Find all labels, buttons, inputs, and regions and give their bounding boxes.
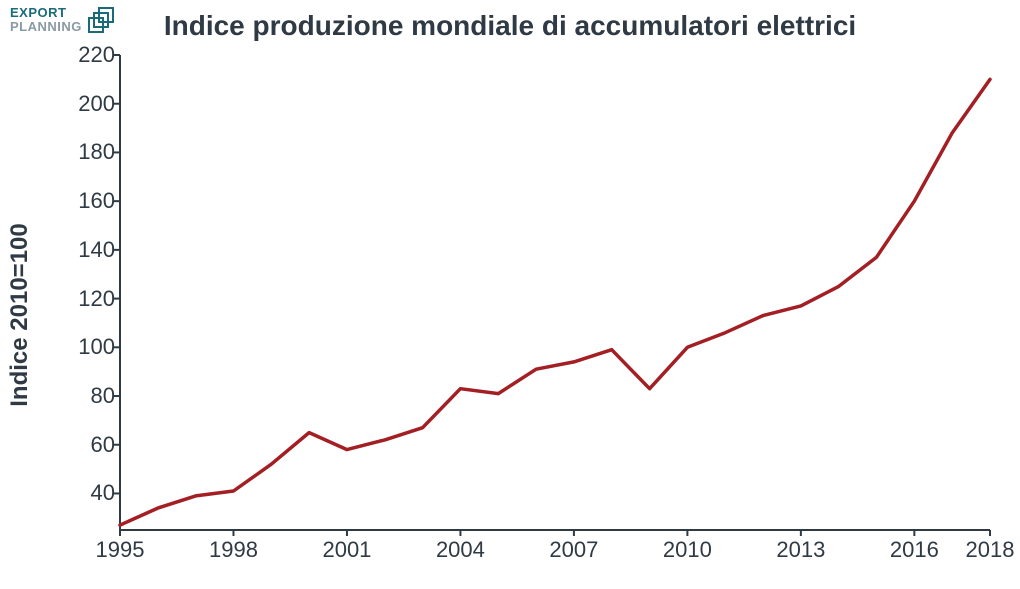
y-tick-label: 80 [70,383,115,409]
y-tick-label: 60 [70,432,115,458]
x-tick-label: 2007 [549,537,598,563]
y-tick-label: 40 [70,480,115,506]
x-tick-label: 2010 [663,537,712,563]
y-tick-label: 160 [70,188,115,214]
plot-area: 4060801001201401601802002201995199820012… [120,55,990,530]
x-tick-label: 1995 [96,537,145,563]
x-tick-label: 2001 [322,537,371,563]
x-tick-label: 2016 [890,537,939,563]
y-tick-label: 220 [70,42,115,68]
x-tick-label: 2004 [436,537,485,563]
data-line [120,79,990,525]
x-tick-label: 1998 [209,537,258,563]
y-tick-label: 100 [70,334,115,360]
y-tick-label: 140 [70,237,115,263]
chart-title: Indice produzione mondiale di accumulato… [0,10,1020,42]
y-tick-label: 200 [70,91,115,117]
y-tick-label: 120 [70,286,115,312]
y-axis-label: Indice 2010=100 [6,223,34,406]
y-tick-label: 180 [70,139,115,165]
plot-svg [120,55,990,530]
chart-container: Indice 2010=100 406080100120140160180200… [30,55,990,575]
x-tick-label: 2013 [776,537,825,563]
x-tick-label: 2018 [966,537,1015,563]
